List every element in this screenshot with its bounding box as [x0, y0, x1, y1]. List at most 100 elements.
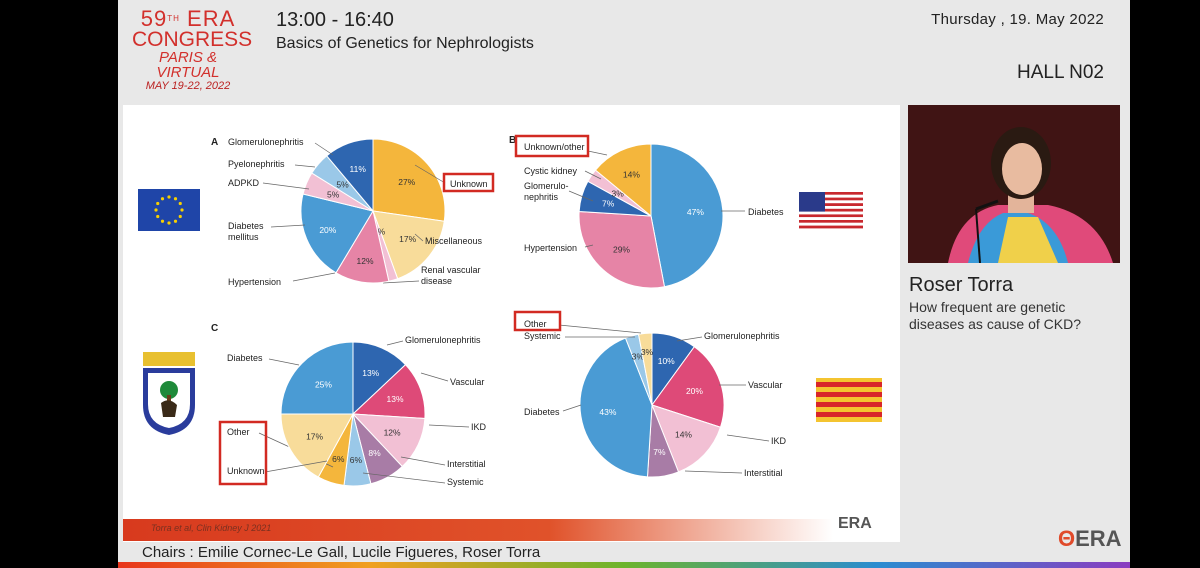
slice-category-label: Glomerulo-nephritis	[524, 181, 569, 202]
catalonia-flag-icon	[816, 378, 882, 422]
highlight-box-unknown	[442, 172, 495, 193]
citation-bar	[123, 519, 833, 541]
madrid-coat-of-arms-icon	[143, 352, 195, 435]
slice-category-label: Miscellaneous	[425, 236, 483, 246]
pie-slice-4-3	[651, 404, 722, 473]
slice-value-label: 3%	[612, 188, 625, 198]
slice-category-label: Diabetes mellitus	[228, 221, 264, 242]
pie-slice-4-5	[579, 337, 653, 478]
slice-category-label: Renal vascular disease	[421, 265, 481, 286]
pie-charts-svg: A B C 27% Unknown 17% Miscellaneous 2% Renal …	[138, 134, 882, 487]
slice-category-label: IKD	[471, 422, 487, 432]
slice-category-label: Other	[524, 319, 547, 329]
slice-category-label: IKD	[771, 436, 787, 446]
slice-value-label: 3%	[641, 347, 654, 357]
pie-slice-2-2	[578, 210, 666, 289]
slice-value-label: 13%	[362, 368, 379, 378]
highlight-box-unknown-other	[514, 134, 590, 158]
pie-slice-1-5	[300, 193, 374, 274]
leader-line	[587, 150, 608, 156]
slice-value-label: 17%	[399, 234, 416, 244]
slice-category-label: Unknown/other	[524, 142, 585, 152]
slice-category-label: Vascular	[748, 380, 782, 390]
highlight-box-other	[513, 310, 562, 332]
slice-value-label: 43%	[599, 407, 616, 417]
pie-slice-1-1	[372, 138, 446, 222]
leader-line	[676, 336, 703, 342]
pie-chart-3: 13% Glomerulonephritis 13% Vascular 12% IKD 8%…	[227, 335, 487, 487]
speaker-video	[908, 105, 1120, 263]
panel-label-c: C	[211, 323, 218, 334]
slice-category-label: Interstitial	[744, 468, 783, 478]
era-congress-logo: 59TH ERA CONGRESS PARIS & VIRTUAL MAY 19…	[132, 6, 253, 93]
leader-line	[270, 224, 306, 228]
talk-title: How frequent are genetic diseases as cau…	[909, 299, 1081, 332]
leader-line	[562, 404, 582, 412]
slice-value-label: 8%	[368, 448, 381, 458]
slice-value-label: 3%	[632, 352, 645, 362]
slice-category-label: Diabetes	[748, 207, 784, 217]
slice-value-label: 7%	[602, 199, 615, 209]
slice-value-label: 27%	[398, 177, 415, 187]
leader-line	[558, 324, 642, 334]
leader-line	[262, 182, 310, 190]
eu-flag-icon	[138, 189, 200, 231]
highlight-box-other-unknown	[218, 420, 268, 486]
pie-slice-1-2	[372, 210, 445, 280]
slice-value-label: 6%	[350, 455, 363, 465]
slice-value-label: 2%	[373, 227, 386, 237]
leader-line	[362, 472, 446, 484]
leader-line	[382, 280, 420, 284]
slice-value-label: 5%	[336, 180, 349, 190]
slice-category-label: Unknown	[450, 179, 488, 189]
slice-category-label: Cystic kidney	[524, 166, 578, 176]
leader-line	[414, 233, 424, 242]
leader-line	[268, 358, 300, 366]
slice-category-label: ADPKD	[228, 178, 260, 188]
slice-category-label: Interstitial	[447, 459, 486, 469]
leader-line	[414, 164, 446, 184]
pie-slice-4-7	[637, 332, 653, 406]
slice-value-label: 14%	[675, 430, 692, 440]
slice-category-label: Systemic	[524, 331, 561, 341]
session-date: Thursday , 19. May 2022	[931, 11, 1104, 28]
slice-category-label: Glomerulonephritis	[405, 335, 481, 345]
pie-chart-1: 27% Unknown 17% Miscellaneous 2% Renal vascul…	[228, 137, 488, 287]
presentation-slide: A B C 27% Unknown 17% Miscellaneous 2% Renal …	[123, 105, 900, 542]
slice-category-label: Diabetes	[524, 407, 560, 417]
slice-value-label: 11%	[350, 164, 367, 174]
leader-line	[584, 170, 602, 180]
slice-value-label: 6%	[332, 454, 345, 464]
congress-frame: 59TH ERA CONGRESS PARIS & VIRTUAL MAY 19…	[118, 0, 1130, 568]
leader-line	[584, 244, 594, 248]
pie-slice-3-2	[351, 364, 426, 420]
slice-value-label: 14%	[623, 169, 640, 179]
leader-line	[264, 460, 328, 473]
leader-line	[568, 190, 594, 202]
pie-slice-2-1	[650, 143, 724, 288]
hall-label: HALL N02	[1017, 62, 1104, 83]
panel-label-b: B	[509, 135, 516, 146]
slice-category-label: Systemic	[447, 477, 484, 487]
leader-line	[428, 424, 470, 428]
session-title: Basics of Genetics for Nephrologists	[276, 35, 534, 52]
slice-category-label: Unknown	[227, 466, 265, 476]
session-time: 13:00 - 16:40	[276, 9, 394, 31]
pie-slice-3-8	[280, 341, 354, 415]
slice-value-label: 12%	[384, 427, 401, 437]
slice-value-label: 47%	[687, 207, 704, 217]
era-logo: ΘERA	[1058, 526, 1122, 551]
chairs-line: Chairs : Emilie Cornec-Le Gall, Lucile F…	[142, 544, 541, 561]
pie-slice-2-5	[594, 143, 652, 218]
pie-chart-2: 47% Diabetes 29% Hypertension 7% Glomerulo-ne…	[524, 142, 784, 289]
panel-label-a: A	[211, 137, 218, 148]
pie-chart-4: 10% Glomerulonephritis 20% Vascular 14% IKD 7%…	[524, 319, 787, 478]
leader-line	[684, 470, 743, 474]
citation-text: Torra et al, Clin Kidney J 2021	[151, 523, 272, 533]
slice-category-label: Diabetes	[227, 353, 263, 363]
pie-slice-1-8	[326, 138, 374, 213]
slice-value-label: 29%	[613, 244, 630, 254]
slice-value-label: 5%	[327, 189, 340, 199]
slice-value-label: 25%	[315, 379, 332, 389]
slice-category-label: Other	[227, 427, 250, 437]
